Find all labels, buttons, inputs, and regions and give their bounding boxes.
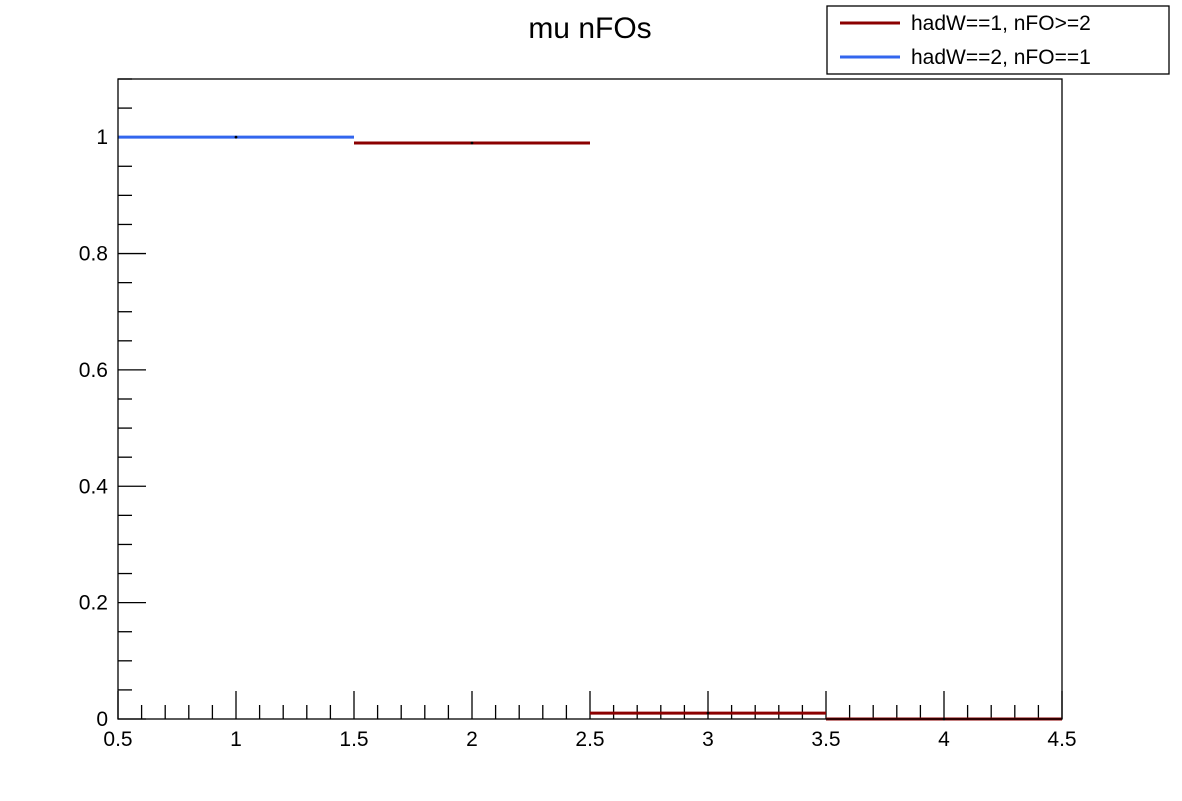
x-tick-label: 4 [938, 728, 950, 751]
x-tick-label: 1.5 [339, 728, 368, 751]
axes: 0.5 1 1.5 2 2.5 3 3.5 4 4.5 0 0.2 0.4 0.6 0.8 1 [79, 78, 1077, 751]
y-tick-label: 0 [96, 708, 108, 731]
legend-label: hadW==2, nFO==1 [911, 46, 1091, 69]
bin-center-marker [706, 711, 710, 715]
y-tick-label: 0.6 [79, 359, 108, 382]
x-tick-label: 0.5 [103, 728, 132, 751]
x-tick-label: 3 [702, 728, 714, 751]
plot-frame [117, 78, 1063, 720]
chart-title: mu nFOs [528, 12, 651, 45]
legend-box [826, 5, 1170, 75]
series-0 [354, 141, 1062, 721]
legend: hadW==1, nFO>=2 hadW==2, nFO==1 [826, 5, 1170, 75]
bin-center-marker [470, 141, 474, 145]
x-tick-label: 1 [230, 728, 242, 751]
x-tick-label: 3.5 [811, 728, 840, 751]
plot-frame-rect [117, 78, 1063, 720]
y-tick-label: 0.2 [79, 592, 108, 615]
x-tick-label: 4.5 [1047, 728, 1076, 751]
y-tick-label: 1 [96, 126, 108, 149]
legend-label: hadW==1, nFO>=2 [911, 12, 1091, 35]
series-layer [118, 135, 1062, 721]
bin-center-marker [234, 135, 238, 139]
y-tick-label: 0.8 [79, 243, 108, 266]
y-tick-label: 0.4 [79, 475, 109, 498]
x-tick-label: 2.5 [575, 728, 604, 751]
x-tick-label: 2 [466, 728, 478, 751]
series-1 [118, 135, 354, 139]
